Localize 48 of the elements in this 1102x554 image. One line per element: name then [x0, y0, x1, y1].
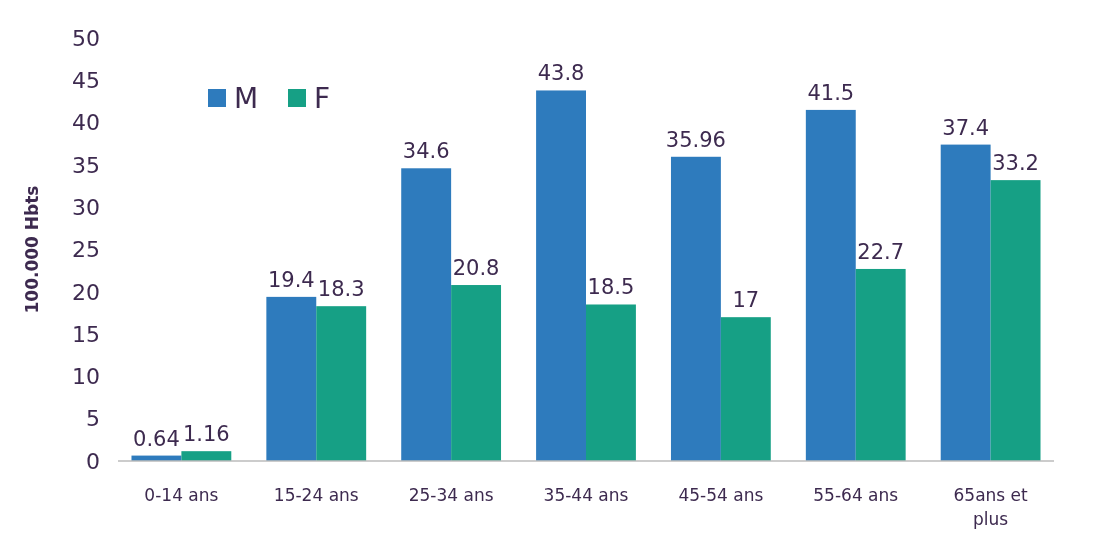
x-tick-label: 45-54 ans: [678, 485, 764, 505]
bar: [181, 451, 232, 461]
data-label: 33.2: [992, 151, 1039, 176]
y-tick-label: 50: [72, 25, 100, 51]
y-tick-label: 45: [72, 68, 100, 93]
bar: [805, 109, 856, 461]
y-tick-label: 0: [86, 448, 100, 474]
bar: [990, 180, 1041, 461]
y-tick-label: 15: [72, 321, 100, 347]
x-tick-label: 35-44 ans: [543, 485, 629, 505]
data-label: 43.8: [537, 61, 585, 86]
data-label: 35.96: [665, 127, 726, 152]
y-tick-label: 25: [72, 237, 100, 263]
data-label: 17: [732, 288, 760, 313]
data-label: 1.16: [182, 422, 230, 447]
y-tick-label: 40: [72, 110, 100, 136]
x-tick-label: 55-64 ans: [813, 485, 899, 505]
y-tick-label: 35: [72, 152, 100, 178]
data-label: 41.5: [807, 80, 855, 105]
bar: [401, 168, 452, 461]
legend-label: F: [314, 81, 331, 115]
bar: [670, 156, 721, 461]
bar: [536, 90, 586, 461]
y-tick-label: 5: [86, 406, 100, 432]
y-axis-title: 100.000 Hbts: [22, 185, 42, 314]
data-label: 18.3: [317, 277, 365, 302]
x-tick-label: 25-34 ans: [408, 485, 494, 505]
y-tick-label: 20: [72, 279, 100, 305]
bar: [720, 317, 771, 461]
x-tick-label: 0-14 ans: [144, 485, 219, 505]
y-tick-label: 30: [72, 194, 100, 220]
x-tick-label: 65ans et plus: [953, 485, 1029, 529]
bar: [855, 268, 906, 461]
data-label: 18.5: [587, 275, 635, 300]
y-tick-label: 10: [72, 364, 100, 390]
data-label: 20.8: [452, 256, 500, 281]
bar: [586, 304, 636, 461]
legend-label: M: [234, 81, 259, 115]
data-label: 19.4: [267, 267, 315, 292]
data-label: 37.4: [942, 115, 990, 140]
data-label: 22.7: [857, 239, 905, 264]
bar: [266, 296, 317, 461]
bar: [316, 306, 367, 461]
x-tick-label: 15-24 ans: [273, 485, 359, 505]
bar: [940, 144, 991, 461]
bar: [451, 285, 502, 461]
data-label: 0.64: [133, 426, 180, 451]
data-label: 34.6: [402, 139, 450, 164]
